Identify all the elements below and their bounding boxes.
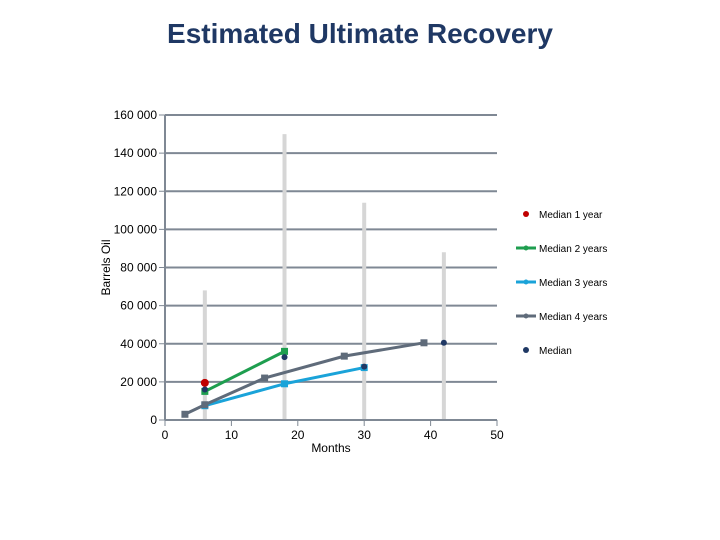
x-tick-label: 50: [490, 428, 504, 442]
series-marker: [181, 410, 189, 418]
legend-label: Median: [539, 346, 572, 357]
x-tick-label: 0: [162, 428, 169, 442]
x-tick-label: 20: [291, 428, 305, 442]
legend-swatch: [523, 313, 529, 319]
legend-label: Median 3 years: [539, 278, 607, 289]
y-tick-label: 120 000: [114, 184, 158, 198]
y-tick-label: 0: [150, 413, 157, 427]
y-tick-label: 20 000: [120, 375, 157, 389]
x-tick-label: 30: [358, 428, 372, 442]
legend-label: Median 4 years: [539, 312, 607, 323]
y-tick-label: 60 000: [120, 299, 157, 313]
axes: 0 20 000 40 000 60 000 80 000 100 000 120 000 1…: [114, 108, 504, 442]
series-marker: [281, 354, 288, 361]
series-marker: [201, 386, 208, 393]
legend-swatch: [523, 279, 529, 285]
legend: Median 1 year Median 2 years Median 3 year…: [516, 210, 607, 357]
series-marker: [340, 352, 348, 360]
chart-title: Estimated Ultimate Recovery: [167, 18, 553, 49]
x-tick-label: 10: [225, 428, 239, 442]
x-axis-title: Months: [311, 441, 350, 455]
y-tick-label: 40 000: [120, 337, 157, 351]
legend-label: Median 2 years: [539, 244, 607, 255]
y-tick-label: 140 000: [114, 146, 158, 160]
legend-swatch: [523, 211, 529, 217]
series-marker: [200, 378, 209, 387]
series-marker: [420, 339, 428, 347]
series-marker: [261, 374, 269, 382]
series-marker: [281, 380, 289, 388]
y-tick-label: 100 000: [114, 222, 158, 236]
legend-swatch: [523, 347, 529, 353]
legend-label: Median 1 year: [539, 210, 603, 221]
grid-lines: [165, 114, 497, 383]
legend-swatch: [523, 245, 529, 251]
series-marker: [281, 347, 289, 355]
y-tick-label: 160 000: [114, 108, 158, 122]
y-tick-label: 80 000: [120, 261, 157, 275]
series-marker: [361, 363, 368, 370]
x-tick-label: 40: [424, 428, 438, 442]
series-marker: [201, 401, 209, 409]
series-line: [204, 350, 286, 393]
series-marker: [440, 339, 447, 346]
y-axis-title: Barrels Oil: [99, 239, 113, 295]
series-layer: [181, 339, 447, 418]
